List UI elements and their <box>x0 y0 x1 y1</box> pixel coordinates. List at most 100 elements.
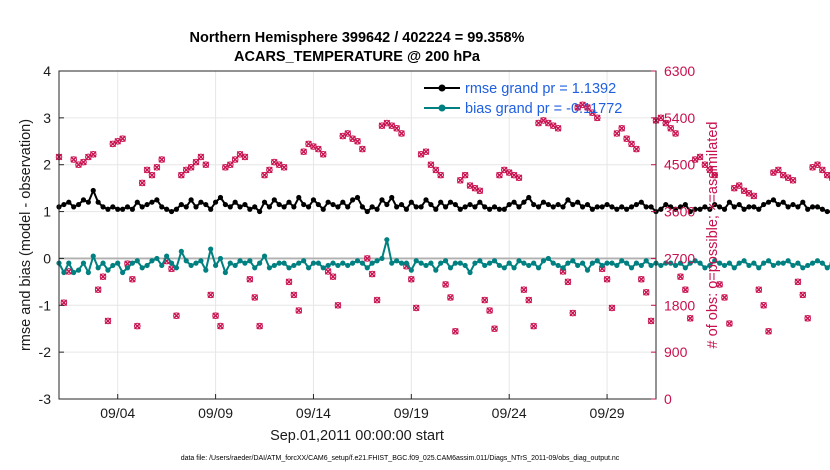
rmse-point <box>80 197 87 203</box>
bias-point <box>609 260 615 266</box>
bias-point <box>672 262 679 269</box>
obs-assimilated-point <box>784 174 792 182</box>
bias-point <box>717 260 723 266</box>
rmse-point <box>589 206 595 212</box>
bias-point <box>301 258 307 264</box>
obs-possible-point <box>104 317 112 325</box>
obs-possible-point <box>192 158 200 166</box>
bias-point <box>188 262 194 269</box>
obs-assimilated-point <box>114 137 122 145</box>
bias-point <box>560 265 566 271</box>
rmse-point <box>139 204 145 210</box>
rmse-point <box>286 199 292 205</box>
obs-assimilated-point <box>143 166 151 174</box>
obs-assimilated-point <box>378 122 386 129</box>
y-tick-label: 1 <box>43 204 51 220</box>
bias-point <box>687 260 693 266</box>
rmse-point <box>266 204 273 210</box>
rmse-point <box>384 201 390 208</box>
obs-possible-point <box>256 322 263 330</box>
bias-point <box>506 260 512 266</box>
obs-assimilated-point <box>554 124 562 132</box>
obs-possible-point <box>760 301 767 309</box>
rmse-point <box>154 197 160 203</box>
rmse-point <box>374 206 380 212</box>
obs-assimilated-point <box>344 130 352 137</box>
rmse-point <box>369 204 375 210</box>
obs-possible-point <box>133 322 141 330</box>
obs-possible-point <box>799 291 807 299</box>
bias-point <box>178 248 184 254</box>
rmse-point <box>379 197 385 203</box>
obs-assimilated-point <box>427 161 435 169</box>
rmse-point <box>75 201 82 208</box>
obs-possible-point <box>138 179 146 187</box>
rmse-point <box>188 197 194 203</box>
rmse-point <box>731 204 737 210</box>
obs-assimilated-point <box>94 286 102 293</box>
bias-point <box>115 260 121 266</box>
bias-point <box>809 260 816 266</box>
right-tick-label: 4500 <box>664 157 695 173</box>
rmse-point <box>325 199 331 205</box>
rmse-point <box>178 201 184 208</box>
bias-point <box>281 260 287 266</box>
obs-possible-point <box>452 328 459 335</box>
bias-point <box>183 258 189 264</box>
rmse-point <box>599 204 605 210</box>
obs-possible-point <box>334 301 342 309</box>
bias-point <box>589 260 595 266</box>
rmse-point <box>535 204 542 210</box>
bias-point <box>795 260 801 266</box>
legend: rmse grand pr = 1.1392 bias grand pr = -… <box>424 81 622 117</box>
obs-assimilated-point <box>638 275 645 283</box>
rmse-point <box>418 204 424 210</box>
rmse-point <box>785 204 791 210</box>
bias-point <box>467 269 473 276</box>
rmse-point <box>301 201 307 208</box>
rmse-point <box>545 201 551 208</box>
bias-point <box>364 265 370 271</box>
bias-point <box>110 262 116 269</box>
x-tick-label: 09/09 <box>198 405 233 421</box>
bias-point <box>413 258 419 264</box>
obs-assimilated-point <box>696 153 704 161</box>
bias-point <box>403 260 410 266</box>
obs-possible-point <box>143 166 151 174</box>
obs-assimilated-point <box>809 164 816 171</box>
bias-point <box>330 260 336 266</box>
rmse-point <box>746 204 752 210</box>
bias-point <box>614 262 620 269</box>
bias-point <box>193 260 199 266</box>
bias-point <box>452 260 458 266</box>
obs-assimilated-point <box>691 156 699 163</box>
y-tick-label: -1 <box>39 297 52 313</box>
obs-possible-point <box>823 171 830 179</box>
obs-possible-point <box>363 255 371 262</box>
obs-assimilated-point <box>310 143 317 150</box>
obs-assimilated-point <box>540 117 547 124</box>
obs-assimilated-point <box>589 109 596 116</box>
bias-point <box>345 262 351 269</box>
obs-assimilated-point <box>153 164 161 171</box>
rmse-point <box>550 204 556 210</box>
obs-assimilated-point <box>168 265 175 273</box>
obs-assimilated-point <box>89 151 97 158</box>
obs-possible-point <box>432 166 440 174</box>
obs-assimilated-point <box>789 177 797 184</box>
obs-assimilated-point <box>315 145 322 153</box>
obs-possible-point <box>202 161 210 169</box>
bias-point <box>765 258 772 264</box>
bias-point <box>75 267 82 273</box>
legend-bias-label: bias grand pr = -0.11772 <box>465 101 622 117</box>
obs-assimilated-point <box>65 268 73 275</box>
bias-point <box>217 255 224 262</box>
rmse-point <box>619 204 625 210</box>
right-axis-ticks: 6300 5400 4500 3600 2700 1800 900 0 <box>651 63 695 407</box>
obs-assimilated-point <box>613 130 621 137</box>
obs-assimilated-point <box>290 291 298 299</box>
bias-point <box>751 260 757 266</box>
rmse-point <box>467 201 473 208</box>
obs-possible-point <box>437 171 444 179</box>
